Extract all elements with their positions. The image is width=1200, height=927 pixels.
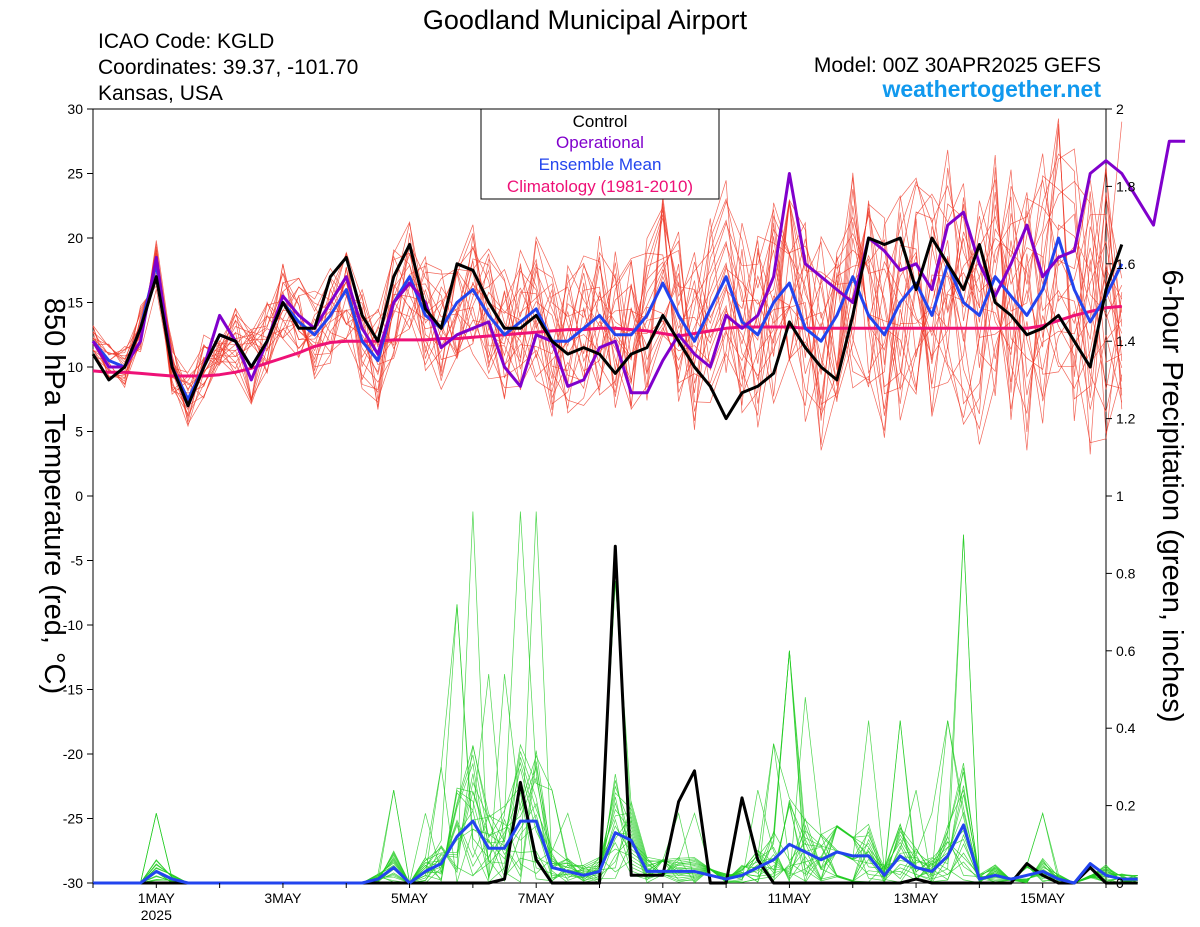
x-tick-label: 9MAY bbox=[644, 890, 682, 906]
x-tick-label: 1MAY bbox=[138, 890, 176, 906]
right-tick-label: 0.2 bbox=[1116, 798, 1136, 814]
x-tick-label: 13MAY bbox=[894, 890, 940, 906]
left-tick-label: -5 bbox=[71, 553, 84, 569]
left-tick-label: -15 bbox=[63, 682, 83, 698]
x-tick-label: 3MAY bbox=[264, 890, 302, 906]
icao-code: ICAO Code: KGLD bbox=[98, 30, 274, 53]
temperature-member-line bbox=[92, 177, 1123, 445]
model-run: Model: 00Z 30APR2025 GEFS bbox=[814, 54, 1101, 77]
precipitation-member-line bbox=[93, 743, 1138, 884]
x-tick-label: 11MAY bbox=[768, 890, 812, 906]
temperature-member-line bbox=[92, 180, 1123, 451]
precipitation-member-line bbox=[93, 581, 1138, 884]
legend-control: Control bbox=[573, 112, 628, 131]
temp-series-control bbox=[91, 236, 1124, 421]
right-tick-label: 0 bbox=[1116, 875, 1124, 891]
left-tick-label: 10 bbox=[67, 359, 83, 375]
legend: Control Operational Ensemble Mean Climat… bbox=[480, 108, 720, 200]
main-series bbox=[91, 139, 1186, 885]
right-tick-label: 1 bbox=[1116, 488, 1124, 504]
page-title: Goodland Municipal Airport bbox=[423, 5, 748, 35]
x-tick-label: 15MAY bbox=[1020, 890, 1066, 906]
left-tick-label: -10 bbox=[63, 617, 83, 633]
x-tick-label: 7MAY bbox=[518, 890, 556, 906]
left-tick-label: 30 bbox=[67, 101, 83, 117]
precip-series-ensemble-mean bbox=[93, 819, 1138, 885]
right-tick-label: 0.8 bbox=[1116, 565, 1136, 581]
left-tick-label: 5 bbox=[75, 424, 83, 440]
legend-box bbox=[480, 108, 720, 200]
temperature-member-line bbox=[92, 197, 1123, 408]
precipitation-member-line bbox=[93, 581, 1138, 884]
left-tick-label: -20 bbox=[63, 746, 83, 762]
temperature-member-line bbox=[92, 154, 1123, 420]
temperature-member-line bbox=[92, 153, 1123, 455]
left-tick-label: -25 bbox=[63, 811, 83, 827]
legend-climatology: Climatology (1981-2010) bbox=[507, 177, 693, 196]
right-tick-label: 0.6 bbox=[1116, 643, 1136, 659]
precipitation-member-line bbox=[93, 604, 1138, 884]
precipitation-member-line bbox=[93, 650, 1138, 884]
plot-frame bbox=[92, 108, 1107, 884]
x-tick-sublabel: 2025 bbox=[141, 907, 172, 923]
right-axis-title: 6-hour Precipitation (green, inches) bbox=[1156, 270, 1188, 723]
right-tick-label: 1.2 bbox=[1116, 411, 1136, 427]
left-tick-label: 15 bbox=[67, 295, 83, 311]
precipitation-member-line bbox=[93, 761, 1138, 884]
right-tick-label: 1.4 bbox=[1116, 333, 1136, 349]
precipitation-member-line bbox=[93, 720, 1138, 884]
temperature-member-line bbox=[92, 118, 1123, 422]
right-tick-label: 2 bbox=[1116, 101, 1124, 117]
left-tick-label: 0 bbox=[75, 488, 83, 504]
right-tick-label: 1.6 bbox=[1116, 256, 1136, 272]
right-tick-label: 0.4 bbox=[1116, 720, 1136, 736]
precipitation-member-line bbox=[93, 720, 1138, 884]
site-link[interactable]: weathertogether.net bbox=[881, 76, 1101, 102]
legend-operational: Operational bbox=[556, 133, 644, 152]
right-axis-ticks: 2 1.8 1.6 1.4 1.2 1 0.8 0.6 0.4 0.2 0 bbox=[1106, 101, 1136, 891]
temperature-member-line bbox=[92, 179, 1122, 416]
precipitation-member-line bbox=[93, 743, 1138, 884]
coordinates: Coordinates: 39.37, -101.70 bbox=[98, 56, 358, 79]
left-tick-label: 25 bbox=[67, 166, 83, 182]
precipitation-member-line bbox=[93, 673, 1138, 884]
location: Kansas, USA bbox=[98, 82, 223, 105]
legend-ensemble-mean: Ensemble Mean bbox=[539, 155, 662, 174]
temperature-member-line bbox=[92, 192, 1123, 418]
left-axis-title: 850 hPa Temperature (red, °C) bbox=[38, 298, 70, 694]
right-tick-label: 1.8 bbox=[1116, 178, 1136, 194]
left-tick-label: 20 bbox=[67, 230, 83, 246]
left-tick-label: -30 bbox=[63, 875, 83, 891]
temperature-member-line bbox=[92, 167, 1123, 430]
x-tick-label: 5MAY bbox=[391, 890, 429, 906]
temp-series-climatology- bbox=[92, 304, 1122, 378]
temperature-member-line bbox=[92, 170, 1123, 451]
left-axis-ticks: 30 25 20 15 10 5 0 -5 -10 -15 -20 -25 -30 bbox=[63, 101, 93, 891]
